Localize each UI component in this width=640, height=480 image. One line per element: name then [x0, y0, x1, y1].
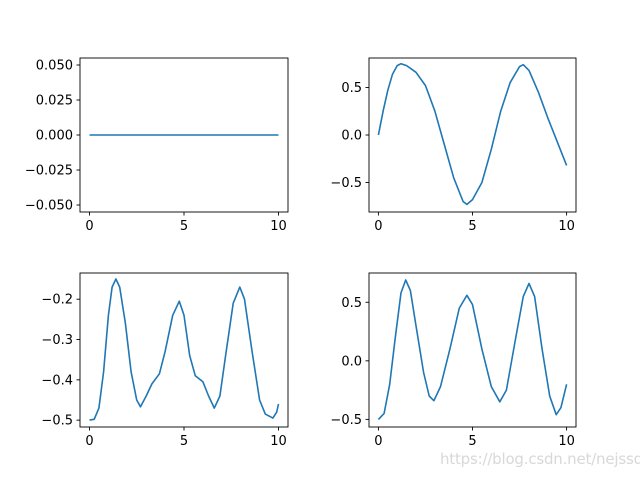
y-tick-label: −0.5: [41, 414, 73, 429]
subplot-top-right: 0 5 10 −0.5 0.0 0.5: [330, 57, 577, 234]
x-tick-label: 10: [270, 434, 287, 449]
series-line: [89, 278, 280, 421]
y-tick-label: −0.025: [25, 164, 73, 179]
x-tick-label: 0: [374, 434, 382, 449]
y-tick-label: −0.4: [41, 373, 73, 388]
series-line: [377, 62, 568, 206]
x-tick-label: 0: [374, 219, 382, 234]
y-tick-label: 0.0: [341, 129, 362, 144]
y-tick-label: −0.5: [330, 176, 362, 191]
y-tick-label: 0.050: [36, 59, 73, 74]
x-tick-label: 10: [270, 219, 287, 234]
subplot-bottom-left: 0 5 10 −0.5 −0.4 −0.3 −0.2: [41, 272, 289, 449]
x-tick-label: 0: [85, 434, 93, 449]
y-tick-label: 0.025: [36, 94, 73, 109]
subplot-bottom-right: 0 5 10 −0.5 0.0 0.5: [330, 272, 577, 449]
x-tick-label: 5: [180, 219, 188, 234]
y-tick-label: 0.0: [341, 354, 362, 369]
y-tick-label: 0.5: [341, 81, 362, 96]
y-tick-label: 0.5: [341, 296, 362, 311]
x-tick-label: 10: [558, 219, 575, 234]
x-tick-label: 5: [468, 219, 476, 234]
y-tick-label: −0.3: [41, 333, 73, 348]
y-tick-label: −0.050: [25, 199, 73, 214]
watermark: https://blog.csdn.net/nejssd: [440, 450, 640, 468]
axes-frame: [368, 57, 577, 213]
x-tick-label: 10: [558, 434, 575, 449]
y-tick-label: 0.000: [36, 129, 73, 144]
series-line: [377, 279, 568, 420]
x-tick-label: 5: [180, 434, 188, 449]
x-tick-label: 5: [468, 434, 476, 449]
y-tick-label: −0.2: [41, 293, 73, 308]
subplot-top-left: 0 5 10 −0.050 −0.025 0.000 0.025 0.050: [25, 57, 289, 234]
x-tick-label: 0: [85, 219, 93, 234]
y-tick-label: −0.5: [330, 413, 362, 428]
